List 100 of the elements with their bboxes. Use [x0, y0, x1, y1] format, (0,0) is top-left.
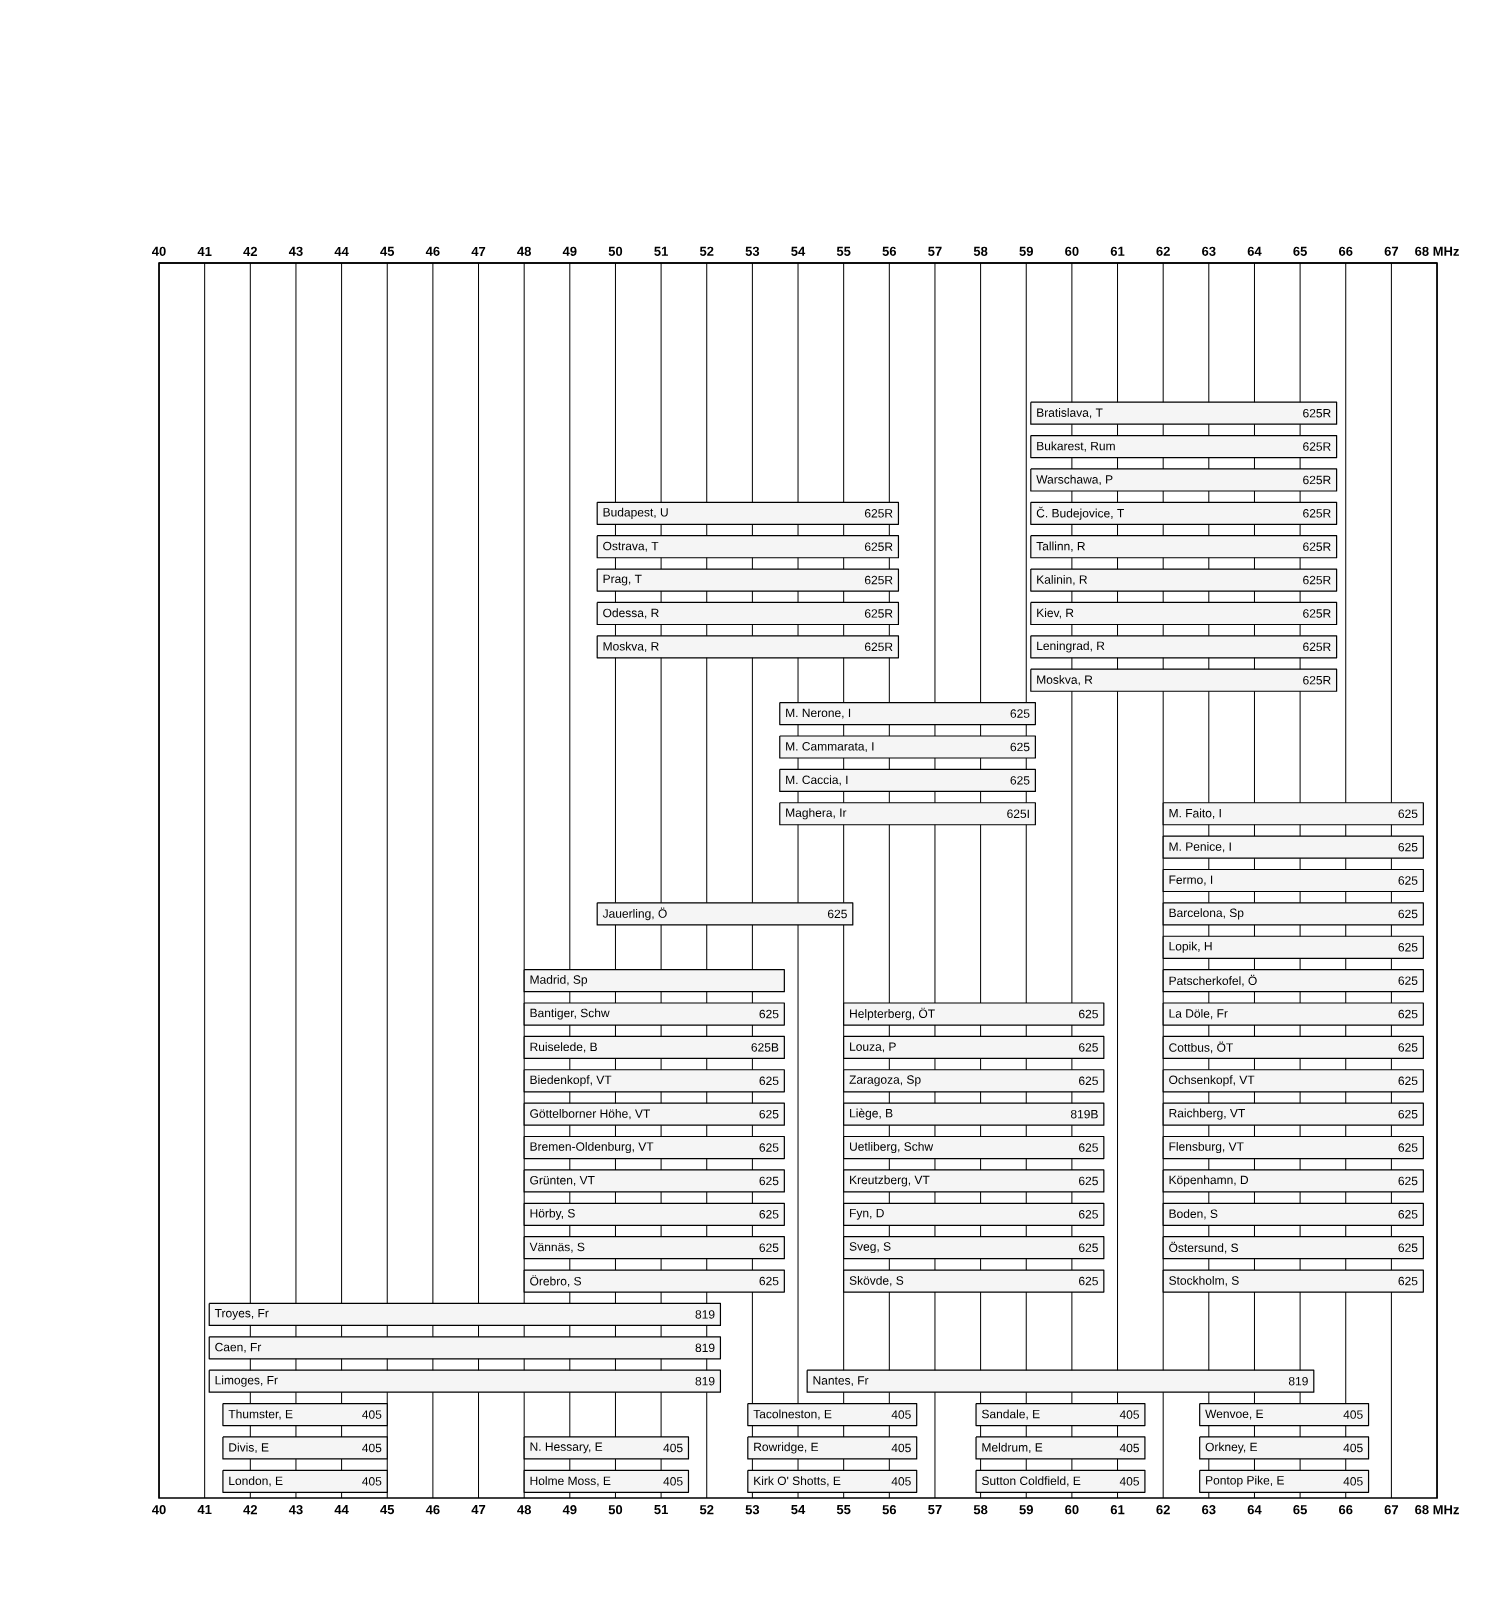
data-label: Lopik, H [1169, 941, 1212, 953]
data-label: Budapest, U [603, 507, 668, 519]
series-label: 405 [362, 1410, 382, 1419]
bar [1162, 1069, 1424, 1093]
data-label: Meldrum, E [982, 1442, 1043, 1454]
text: 405 [362, 1443, 382, 1453]
data-label: Č. Budejovice, T [1036, 506, 1124, 520]
x-tick-label: 51 [654, 1505, 668, 1515]
data-label: M. Caccia, I [786, 775, 848, 786]
x2-tick-label: 55 [836, 246, 851, 256]
data-label: M. Penice, I [1169, 841, 1231, 853]
bar [843, 1002, 1105, 1026]
series-label: 625R [864, 509, 893, 518]
series-label: 819 [1288, 1376, 1308, 1386]
data-label: Pontop Pike, E [1206, 1475, 1284, 1487]
text: 625 [1010, 776, 1030, 785]
x2-tick-label: 52 [699, 246, 714, 256]
bar [523, 1236, 785, 1260]
bar [1199, 1469, 1370, 1493]
bar [523, 1169, 785, 1193]
x-tick-label: 53 [745, 1505, 760, 1515]
data-label: Moskva, R [1037, 675, 1093, 686]
series-label: 625 [1398, 809, 1418, 818]
bar [523, 1069, 785, 1093]
text: 625 [1398, 1043, 1418, 1052]
data-label: N. Hessary, E [530, 1442, 603, 1454]
text: 625R [864, 575, 893, 585]
bar [1030, 568, 1338, 592]
bar [1030, 501, 1338, 525]
data-label: Thumster, E [228, 1409, 293, 1420]
bar [208, 1302, 722, 1327]
x2-tick-label: 58 [973, 246, 988, 256]
data-label: Fermo, I [1169, 875, 1213, 886]
data-label: Orkney, E [1205, 1442, 1258, 1454]
text: 625 [1398, 1276, 1418, 1286]
bar [779, 802, 1036, 826]
text: 625 [759, 1243, 779, 1252]
bar [208, 1336, 722, 1360]
text: 405 [362, 1477, 382, 1486]
x-tick-label: 62 [1156, 1505, 1170, 1515]
bar [843, 1236, 1105, 1260]
text: 625R [1303, 542, 1331, 551]
bar [596, 902, 854, 926]
text: 405 [1119, 1477, 1139, 1486]
x-tick-label: 68 MHz [1415, 1505, 1459, 1515]
data-label: Ostrava, T [603, 541, 659, 552]
bar [523, 1469, 690, 1493]
series-label: 625 [827, 909, 847, 919]
text: 625 [1079, 1076, 1098, 1086]
bar [523, 1102, 785, 1126]
x2-tick-label: 57 [928, 246, 942, 256]
bar [1162, 802, 1424, 826]
data-label: Stockholm, S [1169, 1275, 1239, 1287]
data-label: Bratislava, T [1037, 408, 1103, 419]
data-label: Skövde, S [849, 1275, 904, 1287]
bar [975, 1469, 1146, 1493]
x-tick-label: 41 [197, 1505, 212, 1515]
text: 625 [1010, 742, 1030, 752]
text: 625 [1398, 1009, 1418, 1019]
bar [1162, 969, 1424, 993]
bar [208, 1369, 722, 1393]
data-label: Patscherkofel, Ö [1169, 974, 1257, 987]
data-label: Divis, E [229, 1442, 269, 1454]
bar [747, 1402, 918, 1427]
bar [1162, 1035, 1424, 1060]
text: 819 [695, 1376, 715, 1386]
bar [1162, 1202, 1424, 1226]
x-tick-label: 60 [1065, 1505, 1079, 1515]
bar [779, 702, 1036, 726]
data-label: Köpenhamn, D [1169, 1175, 1249, 1187]
x2-tick-label: 68 MHz [1415, 246, 1459, 256]
bar [843, 1069, 1105, 1093]
x2-tick-label: 44 [334, 246, 349, 256]
text: 405 [663, 1477, 683, 1486]
x-tick-label: 57 [928, 1505, 942, 1515]
data-label: Leningrad, R [1037, 641, 1105, 653]
x-tick-label: 58 [973, 1505, 988, 1515]
series-label: 625R [1303, 408, 1331, 418]
x-tick-label: 48 [517, 1505, 531, 1515]
x2-tick-label: 45 [380, 246, 395, 256]
data-label: M. Nerone, I [786, 708, 851, 719]
bar [523, 1269, 785, 1293]
text: 625R [1303, 442, 1331, 451]
data-label: Kirk O' Shotts, E [754, 1476, 841, 1487]
x2-tick-label: 67 [1384, 246, 1399, 256]
bar [1199, 1436, 1370, 1460]
text: 625 [1398, 1210, 1418, 1219]
bar [1162, 1236, 1424, 1260]
data-label: Caen, Fr [215, 1342, 262, 1353]
x2-tick-label: 49 [562, 246, 577, 256]
bar [975, 1436, 1146, 1460]
data-label: Cottbus, ÖT [1169, 1041, 1233, 1054]
data-label: Helpterberg, ÖT [850, 1007, 935, 1021]
bar [1162, 1135, 1424, 1160]
x2-tick-label: 53 [745, 246, 760, 256]
bar [1199, 1402, 1370, 1427]
data-label: Sutton Coldfield, E [981, 1476, 1081, 1487]
text: 625 [1398, 1076, 1418, 1086]
data-label: Biedenkopf, VT [530, 1075, 612, 1087]
data-label: Kalinin, R [1037, 574, 1087, 586]
